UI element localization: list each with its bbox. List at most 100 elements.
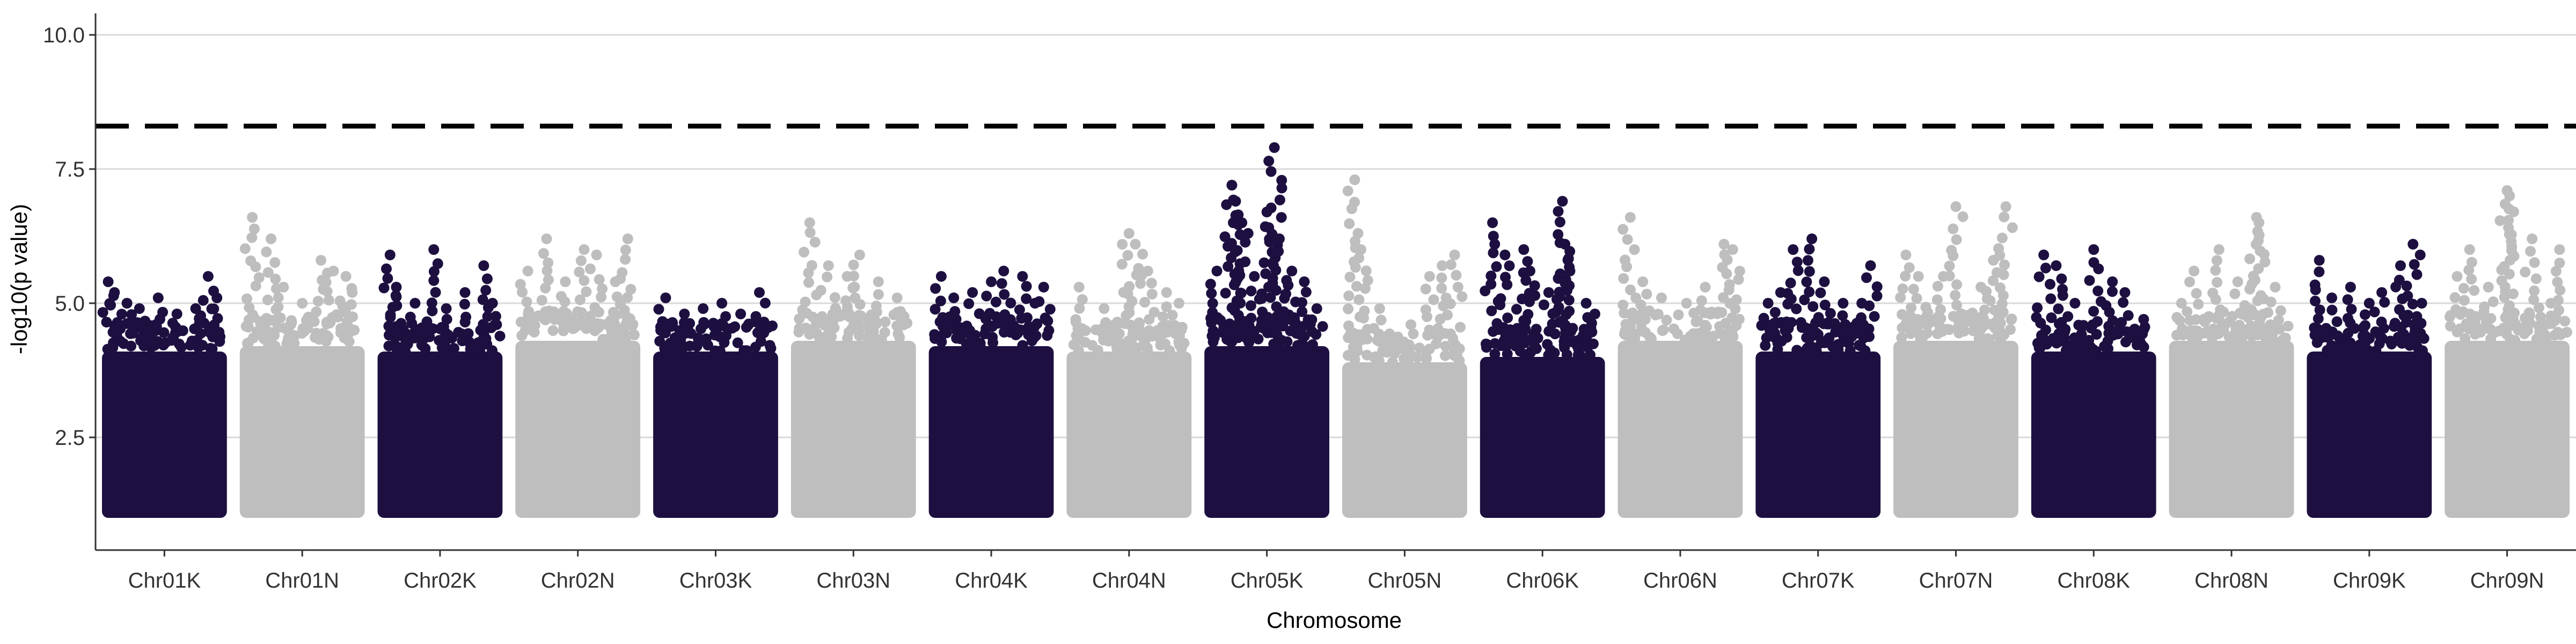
point [2041, 339, 2052, 350]
point [1351, 281, 1362, 292]
point [543, 274, 554, 286]
point-peak [1142, 266, 1153, 276]
point [2346, 304, 2357, 315]
point [1791, 345, 1803, 356]
point [2282, 320, 2294, 332]
point [870, 318, 882, 330]
point [1932, 328, 1943, 339]
point [2487, 296, 2499, 308]
point [1096, 323, 1108, 334]
point [738, 345, 750, 356]
point [2343, 313, 2353, 324]
point [2212, 277, 2223, 288]
point [674, 325, 685, 336]
point [1869, 311, 1880, 322]
point [1144, 314, 1155, 325]
point [2412, 341, 2423, 353]
point [581, 286, 592, 297]
point-peak [541, 233, 552, 244]
point [1495, 299, 1506, 310]
point [2349, 323, 2360, 334]
point [1307, 339, 1318, 350]
points-body-Chr06N [1618, 341, 1743, 518]
point-peak [121, 298, 133, 309]
point-peak [2176, 298, 2187, 309]
point [1360, 265, 1372, 276]
point [262, 267, 274, 278]
point [1502, 312, 1513, 324]
point [1528, 328, 1540, 339]
points-body-Chr04K [928, 346, 1054, 518]
point [1618, 299, 1629, 311]
point [585, 311, 596, 322]
point [620, 244, 631, 255]
point [1276, 182, 1287, 194]
chromosome-group-Chr02K [377, 244, 506, 518]
point [2506, 241, 2518, 252]
point [2244, 253, 2256, 265]
point [1343, 290, 1355, 302]
point [1948, 223, 1959, 235]
point [2007, 222, 2018, 233]
point [848, 270, 859, 282]
point [1283, 309, 1294, 320]
chromosome-group-Chr07K [1755, 233, 1883, 518]
point [1122, 288, 1133, 299]
point [1133, 317, 1145, 328]
point [104, 298, 115, 309]
point [261, 246, 272, 258]
point-peak [935, 271, 947, 282]
point-peak [459, 287, 471, 298]
point [127, 328, 138, 339]
point-peak [2088, 244, 2099, 255]
point [1578, 330, 1589, 341]
point [464, 336, 475, 348]
point [1962, 316, 1973, 327]
point [1021, 293, 1032, 304]
point [1785, 294, 1797, 305]
point [1562, 285, 1572, 296]
point [2314, 304, 2325, 316]
point-peak [152, 292, 164, 303]
points-body-Chr03N [791, 341, 916, 518]
point [2466, 274, 2477, 285]
point [576, 307, 587, 318]
point-peak [2345, 282, 2356, 292]
point [1804, 286, 1815, 297]
chromosome-group-Chr06N [1618, 212, 1745, 518]
chromosome-group-Chr08N [2169, 212, 2294, 518]
points-body-Chr05K [1204, 346, 1329, 518]
point [1635, 299, 1646, 310]
point [2218, 325, 2229, 336]
point [1563, 253, 1574, 264]
point [424, 331, 435, 342]
point [1229, 305, 1240, 316]
point [1804, 266, 1815, 277]
point [1993, 310, 2004, 321]
point [121, 318, 133, 329]
point [1951, 234, 1962, 245]
point-peak [328, 266, 339, 276]
point [2245, 320, 2257, 332]
point [558, 306, 569, 317]
point [283, 332, 294, 343]
point [2253, 263, 2264, 274]
point [974, 308, 985, 319]
point [2326, 304, 2338, 316]
point-peak [278, 282, 289, 292]
point [1520, 335, 1532, 346]
point [2402, 310, 2413, 321]
point [1791, 303, 1802, 314]
points-body-Chr02N [515, 341, 641, 518]
point [708, 321, 720, 332]
points-body-Chr04N [1066, 352, 1192, 518]
point [2359, 309, 2370, 320]
point [895, 308, 906, 319]
point [416, 339, 427, 350]
point [2392, 332, 2404, 343]
points-body-Chr03K [653, 352, 778, 518]
point [543, 305, 554, 317]
point-peak [1299, 276, 1310, 287]
point [262, 294, 273, 305]
point [685, 328, 697, 339]
